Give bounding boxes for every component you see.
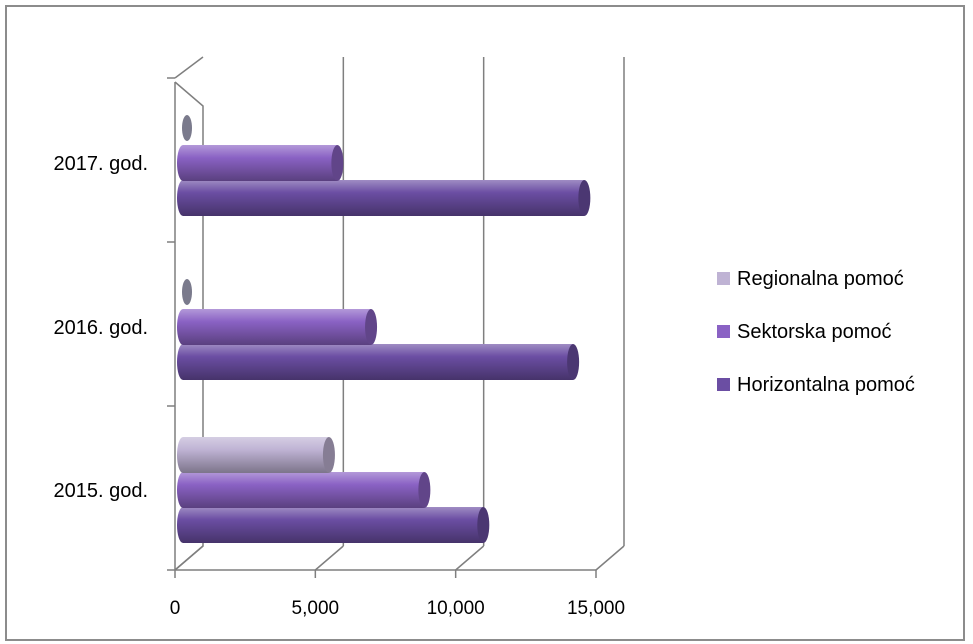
x-tick-labels: 0 5,000 10,000 15,000 [170,598,625,619]
bar-sektorska-pomo-2 [177,145,344,181]
floor-gridline [314,545,344,571]
bar-horizontalna-pomo-0 [177,507,490,543]
legend-label: Horizontalna pomoć [737,374,915,396]
category-label: 2016. god. [53,317,148,339]
floor-gridline [595,545,625,571]
bar-sektorska-pomo-0 [177,472,431,508]
bar-regionalna-pomo-1 [182,279,192,305]
bar-start-cap [177,472,189,508]
floor-gridline [174,545,204,571]
bar-regionalna-pomo-2 [182,115,192,141]
legend-item: Regionalna pomoć [717,268,904,290]
bar-start-cap [177,309,189,345]
legend: Regionalna pomoć Sektorska pomoć Horizonta… [717,268,915,396]
bar-body [183,507,484,543]
bar-end-cap [331,145,344,181]
legend-swatch [717,325,730,338]
legend-label: Sektorska pomoć [737,321,892,343]
bar-end-cap [418,472,431,508]
x-tick-label: 15,000 [567,598,625,619]
bars [177,115,591,543]
bar-body [183,437,329,473]
bar-start-cap [177,180,189,216]
bar-horizontalna-pomo-1 [177,344,580,380]
bar-start-cap [177,145,189,181]
axes [167,77,597,578]
x-tick-label: 5,000 [292,598,340,619]
bar-body [183,180,585,216]
bar-zero-cap [182,115,192,141]
category-label: 2017. god. [53,153,148,175]
bar-body [183,145,338,181]
bar-body [183,309,372,345]
bar-start-cap [177,507,189,543]
gridlines [174,57,625,571]
bar-regionalna-pomo-0 [177,437,335,473]
x-tick-label: 0 [170,598,181,619]
legend-swatch [717,378,730,391]
bar-start-cap [177,437,189,473]
bar-end-cap [567,344,580,380]
legend-item: Sektorska pomoć [717,321,892,343]
wall-top-edge [174,56,204,79]
x-tick-label: 10,000 [427,598,485,619]
bar-end-cap [477,507,490,543]
bar-zero-cap [182,279,192,305]
bar-start-cap [177,344,189,380]
legend-swatch [717,272,730,285]
bar-end-cap [578,180,591,216]
floor-gridline [455,545,485,571]
category-labels: 2015. god. 2016. god. 2017. god. [53,153,148,502]
bar-body [183,344,574,380]
category-label: 2015. god. [53,480,148,502]
bar-end-cap [365,309,378,345]
legend-item: Horizontalna pomoć [717,374,915,396]
bar-body [183,472,425,508]
legend-label: Regionalna pomoć [737,268,904,290]
bar-sektorska-pomo-1 [177,309,378,345]
bar-horizontalna-pomo-2 [177,180,591,216]
bar-end-cap [322,437,335,473]
